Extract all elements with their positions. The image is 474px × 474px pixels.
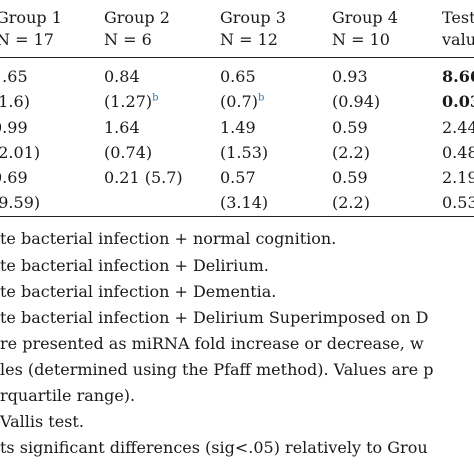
cell-r2-c4: 2.44 bbox=[442, 118, 474, 137]
cell-r1-c0: (1.6) bbox=[0, 92, 30, 111]
cell-r4-c0: 0.69 bbox=[0, 168, 28, 187]
table-bottom-rule bbox=[0, 216, 474, 217]
footnote-line-9: ts significant differences (sig<.05) rel… bbox=[0, 438, 428, 457]
cell-r5-c0: (9.59) bbox=[0, 193, 41, 212]
cell-r4-c1: 0.21 (5.7) bbox=[104, 168, 183, 187]
header-group3-n: N = 12 bbox=[220, 30, 278, 49]
cell-r0-c0: 1.65 bbox=[0, 67, 28, 86]
footnote-line-3: te bacterial infection + Dementia. bbox=[0, 282, 277, 301]
header-test-value: valu bbox=[442, 30, 474, 49]
cell-r5-c4: 0.53 bbox=[442, 193, 474, 212]
cell-r5-c2: (3.14) bbox=[220, 193, 269, 212]
header-rule bbox=[0, 57, 474, 58]
header-group2-n: N = 6 bbox=[104, 30, 152, 49]
cell-r1-c1-value: (1.27) bbox=[104, 92, 153, 111]
cell-r3-c2: (1.53) bbox=[220, 143, 269, 162]
header-group4-n: N = 10 bbox=[332, 30, 390, 49]
cell-r1-c1: (1.27)b bbox=[104, 92, 159, 111]
cell-r0-c3: 0.93 bbox=[332, 67, 368, 86]
header-group3-label: Group 3 bbox=[220, 8, 286, 27]
cell-r1-c4: 0.03 bbox=[442, 92, 474, 111]
cell-r0-c1: 0.84 bbox=[104, 67, 140, 86]
cell-r4-c4: 2.19 bbox=[442, 168, 474, 187]
cell-r3-c4: 0.48 bbox=[442, 143, 474, 162]
cell-r5-c3: (2.2) bbox=[332, 193, 370, 212]
cell-r3-c3: (2.2) bbox=[332, 143, 370, 162]
footnote-line-2: te bacterial infection + Delirium. bbox=[0, 256, 269, 275]
footnote-line-8: Vallis test. bbox=[0, 412, 84, 431]
footnote-line-7: rquartile range). bbox=[0, 386, 136, 405]
footnote-b-mark[interactable]: b bbox=[257, 92, 265, 104]
header-group1-n: N = 17 bbox=[0, 30, 54, 49]
header-test-label: Test bbox=[442, 8, 474, 27]
header-group1-label: Group 1 bbox=[0, 8, 62, 27]
cell-r3-c1: (0.74) bbox=[104, 143, 153, 162]
cell-r2-c0: 0.99 bbox=[0, 118, 28, 137]
header-group4-label: Group 4 bbox=[332, 8, 398, 27]
footnote-line-4: te bacterial infection + Delirium Superi… bbox=[0, 308, 429, 327]
cell-r3-c0: (2.01) bbox=[0, 143, 41, 162]
cell-r0-c2: 0.65 bbox=[220, 67, 256, 86]
cell-r4-c2: 0.57 bbox=[220, 168, 256, 187]
footnote-b-mark[interactable]: b bbox=[152, 92, 159, 104]
footnote-line-6: les (determined using the Pfaff method).… bbox=[0, 360, 434, 379]
cell-r1-c2: (0.7)b bbox=[220, 92, 265, 111]
cell-r0-c4: 8.66 bbox=[442, 67, 474, 86]
footnote-line-5: re presented as miRNA fold increase or d… bbox=[0, 334, 424, 353]
cell-r1-c3: (0.94) bbox=[332, 92, 381, 111]
cell-r2-c1: 1.64 bbox=[104, 118, 140, 137]
cell-r1-c2-value: (0.7) bbox=[220, 92, 258, 111]
footnote-line-1: te bacterial infection + normal cognitio… bbox=[0, 229, 337, 248]
header-group2-label: Group 2 bbox=[104, 8, 170, 27]
cell-r2-c3: 0.59 bbox=[332, 118, 368, 137]
cell-r2-c2: 1.49 bbox=[220, 118, 256, 137]
cell-r4-c3: 0.59 bbox=[332, 168, 368, 187]
